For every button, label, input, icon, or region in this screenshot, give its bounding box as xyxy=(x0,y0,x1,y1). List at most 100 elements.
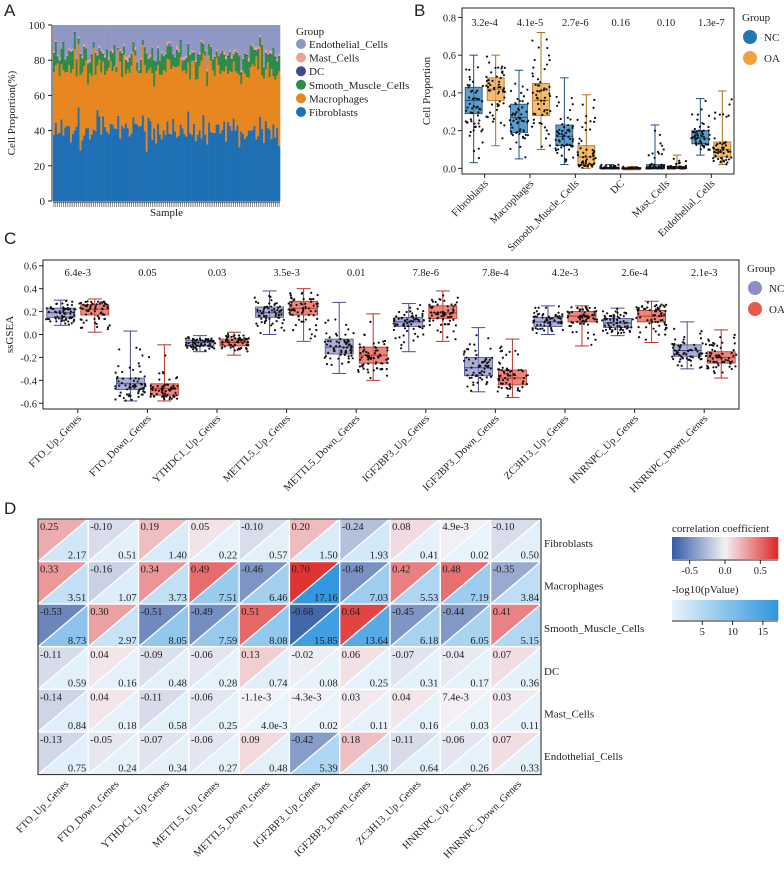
data-point xyxy=(47,310,50,314)
data-point xyxy=(161,385,164,388)
data-point xyxy=(708,138,711,141)
bar-smooth-muscle-cells xyxy=(53,54,56,73)
data-point xyxy=(557,148,560,151)
bar-smooth-muscle-cells xyxy=(168,44,171,60)
data-point xyxy=(707,338,710,341)
data-point xyxy=(729,150,732,153)
bar-fibroblasts xyxy=(215,124,218,201)
data-point xyxy=(500,70,504,74)
data-point xyxy=(334,332,338,335)
bar-smooth-muscle-cells xyxy=(240,74,243,85)
data-point xyxy=(414,318,417,321)
bar-smooth-muscle-cells xyxy=(179,41,182,57)
box-oa-smooth-muscle-cells xyxy=(576,94,597,169)
bar-smooth-muscle-cells xyxy=(266,55,269,63)
bar-macrophages xyxy=(210,60,213,132)
cell-dc-fto-down-genes: 0.040.16 xyxy=(86,645,141,691)
data-point xyxy=(283,329,286,332)
bar-smooth-muscle-cells xyxy=(94,54,97,75)
bar-endothelial-cells xyxy=(115,25,118,65)
data-point xyxy=(683,342,686,345)
pvalue-value: 0.25 xyxy=(219,721,237,732)
bar-fibroblasts xyxy=(249,130,252,201)
data-point xyxy=(477,147,480,150)
data-point xyxy=(512,119,515,122)
data-point xyxy=(308,298,312,301)
data-point xyxy=(699,141,703,144)
pvalue-value: 0.74 xyxy=(269,678,288,689)
bar-endothelial-cells xyxy=(257,25,260,47)
data-point xyxy=(477,156,481,160)
data-point xyxy=(610,330,613,334)
bar-dc xyxy=(130,53,133,55)
data-point xyxy=(621,167,624,170)
correlation-value: 0.49 xyxy=(191,565,209,576)
data-point xyxy=(585,114,588,118)
data-point xyxy=(628,329,631,332)
data-point xyxy=(129,383,132,386)
data-point xyxy=(545,63,549,66)
data-point xyxy=(408,320,411,323)
data-point xyxy=(468,75,471,79)
data-point xyxy=(204,349,207,352)
bar-fibroblasts xyxy=(83,135,86,201)
data-point xyxy=(231,345,234,348)
data-point xyxy=(480,370,483,373)
data-point xyxy=(521,135,525,138)
bar-fibroblasts xyxy=(225,141,228,201)
data-point xyxy=(360,356,363,359)
data-point xyxy=(497,80,501,83)
data-point xyxy=(722,152,725,155)
data-point xyxy=(358,365,362,368)
data-point xyxy=(230,338,234,342)
bar-mast-cells xyxy=(88,59,92,63)
data-point xyxy=(421,327,424,330)
pvalue-legend-tick-label: 10 xyxy=(727,627,738,638)
data-point xyxy=(656,167,660,170)
data-point xyxy=(501,379,505,382)
bar-dc xyxy=(102,53,105,56)
pvalue-value: 0.08 xyxy=(319,678,337,689)
data-point xyxy=(532,122,535,125)
data-point xyxy=(703,138,706,141)
data-point xyxy=(243,340,246,343)
bar-fibroblasts xyxy=(73,130,76,201)
cell-fibroblasts-mettl5-down-genes: -0.100.57 xyxy=(237,517,292,563)
data-point xyxy=(441,318,445,321)
data-point xyxy=(277,313,280,316)
data-point xyxy=(726,148,729,152)
data-point xyxy=(522,120,525,123)
data-point xyxy=(625,321,628,324)
data-point xyxy=(328,336,331,339)
data-point xyxy=(489,375,493,379)
bar-mast-cells xyxy=(236,51,239,53)
correlation-value: -0.07 xyxy=(392,650,414,661)
correlation-legend-step xyxy=(770,537,773,559)
correlation-value: 0.33 xyxy=(40,565,58,576)
bar-dc xyxy=(115,66,118,68)
bar-macrophages xyxy=(208,55,211,123)
pvalue-value: 0.50 xyxy=(521,551,539,562)
bar-macrophages xyxy=(66,72,69,126)
data-point xyxy=(690,364,693,367)
bar-mast-cells xyxy=(270,51,273,54)
bar-smooth-muscle-cells xyxy=(64,60,67,73)
pvalue-legend-step xyxy=(685,600,689,620)
data-point xyxy=(721,341,724,344)
data-point xyxy=(721,361,724,364)
data-point xyxy=(213,342,217,345)
cell-dc-igf2bp3-down-genes: 0.060.25 xyxy=(338,645,392,691)
data-point xyxy=(256,324,259,328)
data-point xyxy=(383,343,386,346)
x-tick-label-igf2bp3-down-genes: IGF2BP3_Down_Genes xyxy=(421,413,501,493)
data-point xyxy=(468,84,471,87)
bar-mast-cells xyxy=(253,46,256,51)
pvalue-value: 0.18 xyxy=(118,721,136,732)
data-point xyxy=(513,377,516,380)
data-point xyxy=(485,79,489,83)
bar-macrophages xyxy=(157,64,160,124)
data-point xyxy=(546,108,549,112)
data-point xyxy=(535,93,538,96)
data-point xyxy=(539,327,542,330)
bar-dc xyxy=(155,61,158,63)
